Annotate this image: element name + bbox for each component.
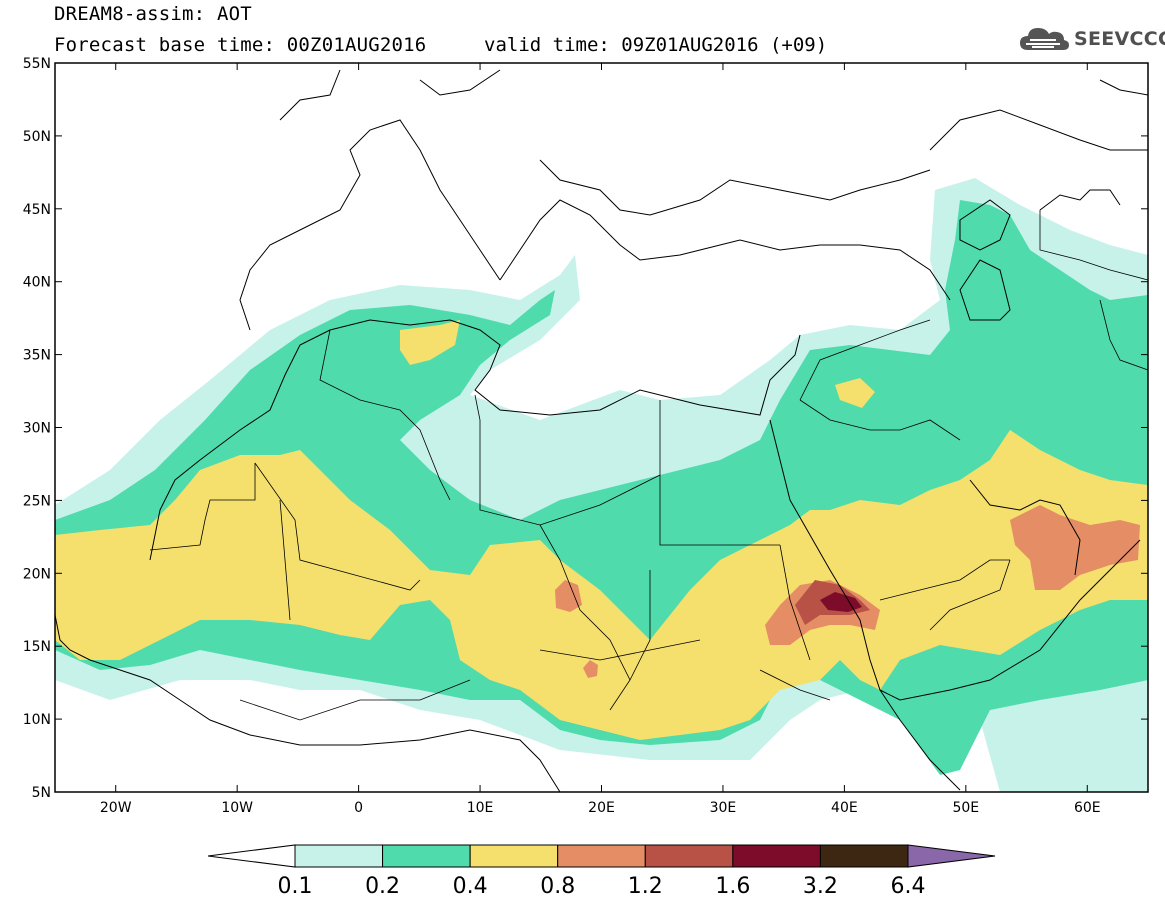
- lat-label: 30N: [23, 421, 51, 437]
- colorbar-label: 0.2: [365, 874, 400, 899]
- colorbar-label: 0.1: [278, 874, 313, 899]
- colorbar-bin: [294, 844, 384, 868]
- colorbar-label: 3.2: [803, 874, 838, 899]
- colorbar-bin: [732, 844, 821, 868]
- aot-contour-0.4-tunisia: [400, 320, 460, 365]
- logo-text: SEEVCCC: [1074, 28, 1165, 50]
- colorbar-bin: [644, 844, 734, 868]
- lon-label: 40E: [831, 800, 858, 816]
- lon-label: 0: [354, 800, 363, 816]
- lat-label: 20N: [23, 566, 51, 582]
- lat-label: 50N: [23, 129, 51, 145]
- lat-label: 35N: [23, 348, 51, 364]
- colorbar-bin: [382, 844, 471, 868]
- colorbar-under-triangle: [207, 844, 296, 868]
- country-borders: [149, 210, 1148, 721]
- map-title: DREAM8-assim: AOT: [54, 3, 252, 25]
- lon-label: 30E: [710, 800, 737, 816]
- colorbar-over-triangle: [907, 844, 996, 868]
- valid-time: valid time: 09Z01AUG2016 (+09): [484, 34, 828, 56]
- longitude-axis: 20W 10W 0 10E 20E 30E 40E 50E 60E: [100, 63, 1101, 816]
- lon-label: 20W: [100, 800, 132, 816]
- colorbar-label: 6.4: [891, 874, 926, 899]
- aot-contour-0.4: [55, 430, 1148, 740]
- lat-label: 40N: [23, 275, 51, 291]
- aot-contour-0.8-chad: [555, 580, 582, 612]
- lon-label: 50E: [952, 800, 979, 816]
- aot-contour-0.8-small: [583, 660, 598, 678]
- aot-contour-0.8-oman: [1010, 505, 1140, 590]
- lat-label: 10N: [23, 712, 51, 728]
- cloud-icon: [1020, 28, 1069, 50]
- lat-label: 25N: [23, 493, 51, 509]
- forecast-base-time: Forecast base time: 00Z01AUG2016: [54, 34, 427, 56]
- colorbar-bin: [557, 844, 646, 868]
- aot-fields: [55, 63, 1148, 792]
- aot-contour-0.4-saudi: [835, 378, 875, 408]
- colorbar-label: 0.4: [453, 874, 488, 899]
- coastlines: [55, 69, 1148, 792]
- colorbar-label: 0.8: [540, 874, 575, 899]
- lat-label: 45N: [23, 202, 51, 218]
- lon-label: 10W: [221, 800, 253, 816]
- colorbar-bin: [819, 844, 909, 868]
- lat-label: 55N: [23, 56, 51, 72]
- colorbar-label: 1.2: [628, 874, 663, 899]
- colorbar-label: 1.6: [715, 874, 750, 899]
- lat-label: 5N: [32, 785, 51, 801]
- colorbar-bin: [469, 844, 559, 868]
- lon-label: 10E: [467, 800, 494, 816]
- lat-label: 15N: [23, 639, 51, 655]
- latitude-axis: 55N 50N 45N 40N 35N 30N 25N 20N 15N 10N 5N: [23, 56, 1148, 801]
- lon-label: 20E: [588, 800, 615, 816]
- colorbar: 0.1 0.2 0.4 0.8 1.2 1.6 3.2 6.4: [207, 844, 996, 899]
- seevccc-logo: SEEVCCC: [1018, 22, 1165, 56]
- aot-contour-1.6: [820, 592, 862, 612]
- lon-label: 60E: [1074, 800, 1101, 816]
